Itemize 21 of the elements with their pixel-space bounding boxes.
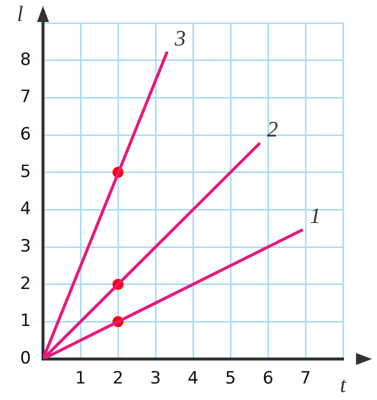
- y-axis-title: l: [16, 0, 24, 26]
- x-tick-label: 7: [300, 368, 311, 389]
- y-tick-label: 4: [20, 199, 31, 220]
- y-tick-label: 1: [20, 311, 31, 332]
- series-label: 3: [174, 26, 186, 51]
- x-tick-label: 1: [75, 368, 86, 389]
- x-tick-label: 3: [150, 368, 161, 389]
- y-tick-label: 5: [20, 162, 31, 182]
- x-tick-label: 5: [225, 368, 236, 389]
- series-label: 2: [267, 116, 278, 142]
- x-tick-label: 4: [188, 368, 198, 389]
- y-tick-label: 7: [20, 87, 31, 108]
- x-tick-label: 2: [112, 368, 124, 389]
- y-tick-label: 0: [20, 348, 31, 368]
- y-tick-label: 6: [20, 124, 31, 144]
- y-tick-label: 2: [20, 274, 31, 294]
- y-tick-label: 3: [20, 236, 31, 256]
- series-label: 1: [310, 202, 321, 228]
- x-axis-title: t: [340, 372, 347, 397]
- x-tick-label: 6: [262, 368, 274, 389]
- y-tick-label: 8: [20, 50, 31, 70]
